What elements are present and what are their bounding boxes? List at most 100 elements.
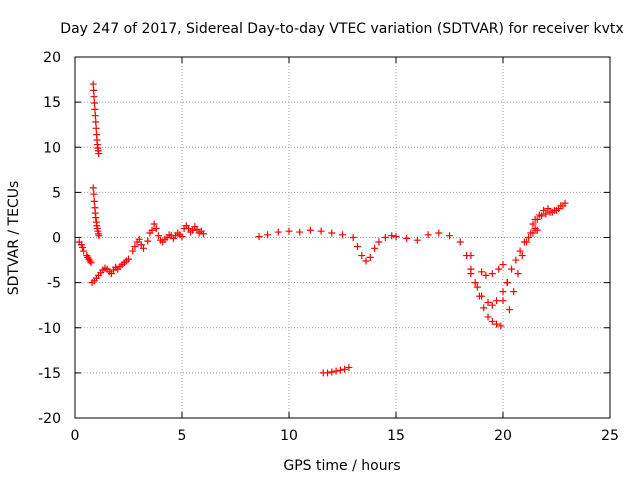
data-point bbox=[559, 202, 567, 210]
tick-labels-layer: 0 5 10 15 20 25 -20 -15 -10 -5 0 5 10 15 20 bbox=[38, 50, 619, 444]
data-point bbox=[493, 297, 501, 305]
data-point bbox=[435, 229, 443, 237]
x-tick-label: 20 bbox=[494, 428, 512, 444]
data-point bbox=[555, 205, 563, 213]
data-point bbox=[495, 265, 503, 273]
data-point bbox=[129, 247, 137, 255]
data-point bbox=[328, 368, 336, 376]
x-tick-label: 0 bbox=[71, 428, 80, 444]
data-point bbox=[499, 261, 507, 269]
series-segment-l bbox=[505, 224, 539, 314]
series-segment-d bbox=[146, 220, 186, 246]
data-point bbox=[488, 317, 496, 325]
x-tick-label: 15 bbox=[387, 428, 405, 444]
x-tick-label: 5 bbox=[178, 428, 187, 444]
data-point bbox=[137, 241, 145, 249]
data-point bbox=[516, 247, 524, 255]
data-point bbox=[154, 232, 162, 240]
series-segment-c bbox=[129, 235, 152, 255]
data-point bbox=[135, 235, 143, 243]
data-point bbox=[90, 190, 98, 198]
data-point bbox=[550, 206, 558, 214]
data-point bbox=[403, 234, 411, 242]
data-point bbox=[353, 243, 361, 251]
y-tick-label: -5 bbox=[47, 276, 61, 292]
y-tick-label: -20 bbox=[38, 411, 61, 427]
data-point bbox=[473, 283, 481, 291]
series-segment-e bbox=[180, 222, 207, 238]
data-point bbox=[92, 118, 100, 126]
chart-title: Day 247 of 2017, Sidereal Day-to-day VTE… bbox=[60, 21, 623, 37]
data-point bbox=[527, 229, 535, 237]
data-point bbox=[497, 322, 505, 330]
data-point bbox=[274, 228, 282, 236]
data-point bbox=[95, 150, 103, 158]
data-point bbox=[264, 231, 272, 239]
data-point bbox=[150, 220, 158, 228]
data-point bbox=[493, 320, 501, 328]
data-point bbox=[446, 232, 453, 240]
data-point bbox=[529, 220, 537, 228]
data-point bbox=[78, 243, 86, 251]
data-point bbox=[199, 230, 207, 238]
data-point bbox=[371, 244, 379, 252]
data-point bbox=[484, 313, 492, 321]
data-point bbox=[152, 224, 160, 232]
data-point bbox=[463, 252, 471, 260]
data-point bbox=[189, 226, 197, 234]
data-point bbox=[90, 197, 98, 205]
data-point bbox=[505, 306, 513, 314]
series-low-segment bbox=[319, 363, 353, 377]
data-point bbox=[499, 288, 507, 296]
data-point bbox=[193, 225, 201, 233]
data-point bbox=[91, 105, 99, 113]
ticks-layer bbox=[74, 56, 611, 419]
series-segment-f bbox=[255, 226, 357, 241]
data-point bbox=[306, 226, 314, 234]
data-point bbox=[125, 255, 132, 263]
data-point bbox=[456, 238, 464, 246]
data-point bbox=[362, 257, 370, 265]
data-point bbox=[324, 369, 332, 377]
data-point bbox=[107, 270, 115, 278]
data-point bbox=[144, 237, 152, 245]
data-point bbox=[424, 231, 432, 239]
data-point bbox=[542, 210, 550, 218]
y-tick-label: 10 bbox=[43, 140, 61, 156]
data-point bbox=[285, 227, 293, 235]
y-tick-label: 15 bbox=[43, 95, 61, 111]
data-point bbox=[89, 80, 97, 88]
data-point bbox=[349, 234, 357, 241]
data-point bbox=[512, 256, 520, 264]
y-tick-label: -15 bbox=[38, 366, 61, 382]
data-point bbox=[317, 227, 325, 235]
data-point bbox=[478, 268, 486, 276]
data-point bbox=[92, 124, 100, 132]
series-segment-a bbox=[75, 238, 95, 267]
data-point bbox=[87, 259, 95, 267]
data-point bbox=[184, 224, 192, 232]
data-point bbox=[467, 270, 475, 278]
data-point bbox=[90, 99, 98, 107]
data-point bbox=[341, 365, 349, 373]
y-tick-label: 5 bbox=[52, 185, 61, 201]
data-point bbox=[508, 265, 516, 273]
data-point bbox=[332, 367, 340, 375]
data-point bbox=[544, 205, 552, 213]
data-point bbox=[518, 252, 526, 260]
data-point bbox=[328, 229, 336, 237]
data-point bbox=[336, 366, 344, 374]
data-point bbox=[345, 363, 353, 371]
y-axis-label: SDTVAR / TECUs bbox=[6, 181, 22, 296]
y-tick-label: 0 bbox=[52, 231, 61, 247]
series-spike bbox=[89, 80, 103, 158]
y-tick-label: 20 bbox=[43, 50, 61, 66]
series-early-arc bbox=[89, 184, 103, 240]
data-point bbox=[381, 234, 389, 241]
data-point bbox=[131, 243, 139, 251]
points-layer bbox=[75, 80, 569, 377]
x-tick-label: 25 bbox=[601, 428, 619, 444]
data-point bbox=[546, 208, 554, 216]
y-tick-label: -10 bbox=[38, 321, 61, 337]
